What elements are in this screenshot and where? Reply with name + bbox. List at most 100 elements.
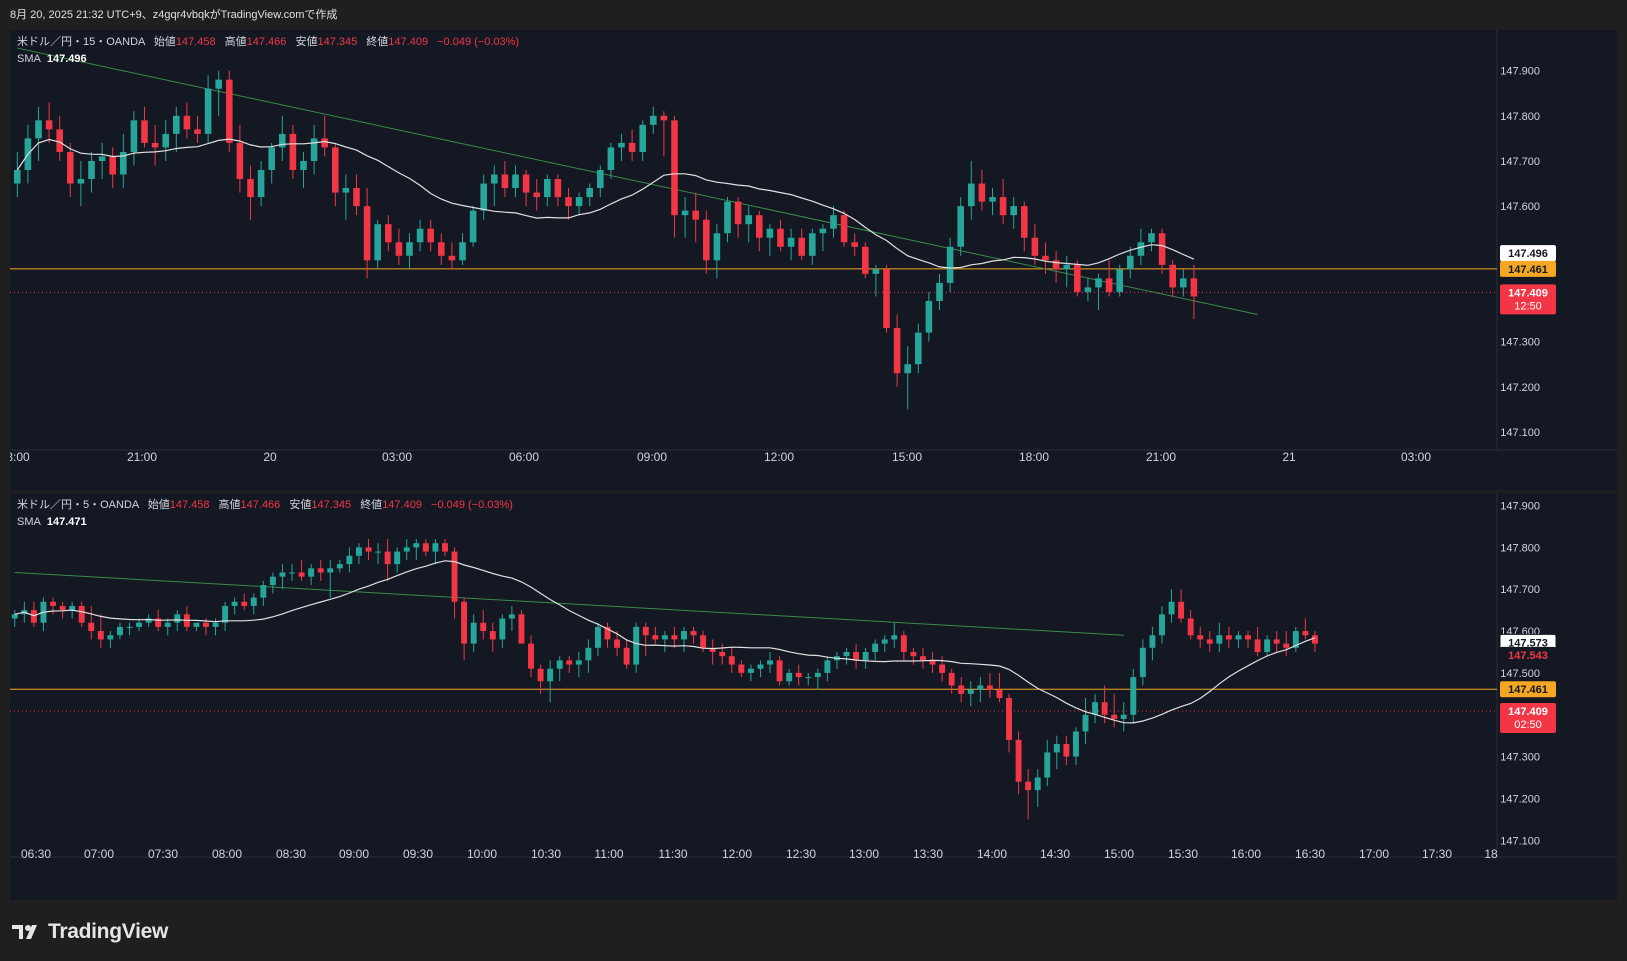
candle[interactable] [470,614,477,652]
candle[interactable] [819,224,827,252]
candle[interactable] [88,151,95,193]
candle[interactable] [385,215,392,252]
candle[interactable] [1053,735,1060,770]
candle[interactable] [1169,260,1176,297]
candle[interactable] [977,677,984,703]
candle[interactable] [403,539,410,560]
candle[interactable] [833,651,840,669]
candle[interactable] [432,539,439,565]
candle[interactable] [1216,622,1223,652]
candle[interactable] [1021,201,1028,252]
candle[interactable] [607,142,615,180]
sma-legend-label[interactable]: SMA [17,53,41,65]
candle[interactable] [533,179,540,211]
candle[interactable] [67,142,74,198]
candle[interactable] [681,626,687,652]
candle[interactable] [491,165,498,207]
candle[interactable] [1197,626,1204,648]
candle[interactable] [650,106,657,134]
candle[interactable] [11,610,18,627]
candle[interactable] [268,142,275,184]
candle[interactable] [310,124,318,175]
candle[interactable] [904,346,911,410]
candle[interactable] [1111,693,1118,728]
candle[interactable] [164,618,171,636]
candle[interactable] [1074,260,1081,297]
candle[interactable] [594,622,601,657]
candle[interactable] [939,656,946,682]
candle[interactable] [151,124,159,166]
candle[interactable] [480,174,487,220]
candle[interactable] [300,151,307,189]
candle[interactable] [480,610,487,640]
candle[interactable] [336,559,343,573]
candle[interactable] [556,656,563,682]
candle[interactable] [98,142,106,180]
candle[interactable] [1292,626,1299,652]
candle[interactable] [881,635,888,652]
candle[interactable] [999,179,1007,225]
candle[interactable] [107,631,114,648]
candle[interactable] [1052,251,1060,283]
sma-legend-label[interactable]: SMA [17,516,41,528]
candle[interactable] [830,206,837,238]
candle[interactable] [724,197,731,243]
candle[interactable] [1148,228,1155,252]
candle[interactable] [872,639,879,661]
candle[interactable] [1130,668,1137,724]
candle[interactable] [442,539,448,556]
candle[interactable] [1105,260,1113,297]
candle[interactable] [900,631,907,661]
candle[interactable] [862,647,869,669]
candle[interactable] [853,643,860,669]
candle[interactable] [1031,224,1039,265]
candle[interactable] [734,197,742,238]
candle[interactable] [1225,626,1232,648]
candle[interactable] [709,639,716,665]
chart-pane-5m[interactable]: 米ドル／円・5・OANDA 始値147.458 高値147.466 安値147.… [10,493,1617,900]
candle[interactable] [489,622,496,652]
candle[interactable] [45,102,53,143]
candle[interactable] [824,656,831,682]
candle[interactable] [703,210,710,274]
candle[interactable] [805,672,812,686]
candle[interactable] [451,547,458,619]
candle[interactable] [162,120,169,161]
candle[interactable] [194,115,201,143]
candle[interactable] [738,660,745,678]
candle[interactable] [766,224,774,256]
candle[interactable] [872,264,880,297]
candle[interactable] [308,564,315,586]
candle[interactable] [910,647,917,665]
candle[interactable] [130,111,138,166]
candle[interactable] [623,639,630,669]
candle[interactable] [269,572,276,594]
candle[interactable] [1063,735,1070,765]
candle[interactable] [728,647,735,673]
candle[interactable] [226,70,233,152]
candle[interactable] [1082,698,1089,745]
trend-line[interactable] [14,571,1124,636]
candle[interactable] [798,228,805,261]
candle[interactable] [920,647,926,669]
candle[interactable] [77,160,85,207]
candle[interactable] [925,291,933,342]
candle[interactable] [289,564,295,581]
candle[interactable] [1190,264,1198,320]
candle[interactable] [681,197,689,238]
candle[interactable] [204,75,212,143]
candle[interactable] [1245,631,1251,648]
candle[interactable] [1006,693,1012,753]
candle[interactable] [554,174,562,207]
candle[interactable] [614,631,621,657]
candle[interactable] [298,559,305,581]
candle[interactable] [968,160,975,220]
candle[interactable] [1015,731,1022,795]
candle[interactable] [1063,255,1070,288]
candle[interactable] [566,656,573,673]
candle[interactable] [109,147,116,189]
candle[interactable] [528,635,534,678]
candle[interactable] [660,111,668,157]
candle[interactable] [136,618,143,632]
candle[interactable] [1273,631,1280,652]
